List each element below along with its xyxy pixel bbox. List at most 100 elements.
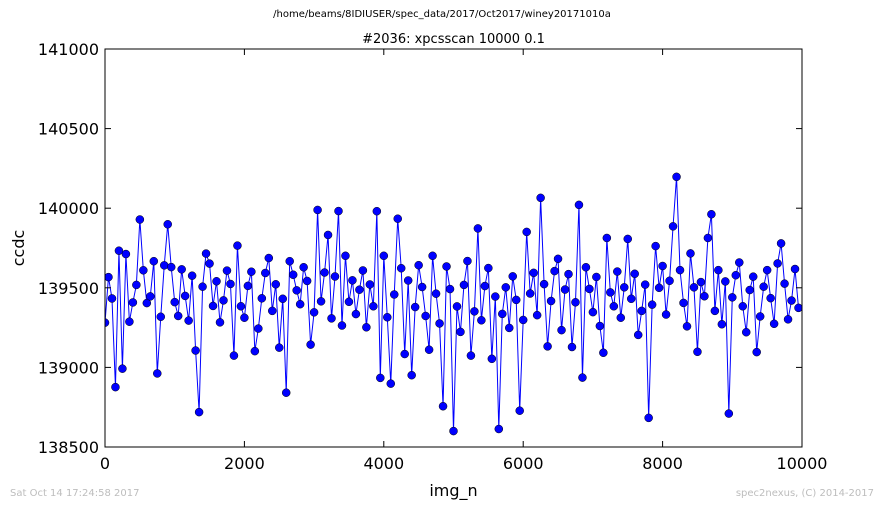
data-point — [313, 205, 322, 215]
data-point — [609, 302, 619, 311]
data-point — [424, 345, 434, 354]
data-point — [302, 276, 312, 286]
data-point — [208, 301, 218, 311]
data-point — [254, 324, 263, 333]
data-point — [463, 256, 472, 266]
data-point — [525, 289, 535, 298]
data-point — [686, 249, 695, 258]
data-point — [762, 265, 772, 275]
data-point — [358, 266, 368, 275]
data-point — [550, 266, 559, 276]
data-point — [491, 292, 500, 301]
data-point — [501, 283, 511, 292]
data-point — [557, 325, 566, 335]
axes: 0 2000 4000 6000 8000 10000 138500 139000 139500… — [38, 40, 828, 473]
data-point — [327, 314, 336, 323]
data-point — [508, 272, 517, 281]
data-point — [400, 349, 409, 359]
data-point — [735, 258, 744, 267]
y-axis-label: ccdc — [9, 230, 28, 267]
data-point — [121, 249, 131, 259]
data-point — [769, 319, 779, 329]
data-point — [278, 294, 287, 304]
data-point — [222, 266, 232, 275]
data-point — [386, 379, 396, 388]
data-point — [759, 282, 768, 291]
data-point — [511, 295, 521, 305]
data-point — [264, 253, 274, 263]
data-point — [348, 276, 357, 285]
data-point — [633, 330, 643, 340]
data-point — [205, 259, 214, 268]
data-point — [421, 311, 430, 321]
data-point — [334, 206, 343, 216]
data-point — [295, 299, 305, 309]
data-point — [661, 310, 671, 319]
data-point — [602, 233, 612, 243]
data-point — [226, 279, 235, 289]
data-point — [773, 259, 782, 268]
data-point — [198, 282, 207, 291]
data-point — [146, 292, 155, 301]
data-point — [243, 281, 253, 291]
data-point — [107, 294, 117, 303]
data-point — [257, 294, 267, 303]
data-point — [323, 230, 333, 240]
data-point — [261, 268, 270, 278]
data-point — [219, 296, 228, 305]
data-point — [275, 343, 284, 352]
data-point — [285, 256, 294, 266]
data-point — [341, 251, 350, 261]
data-point — [233, 241, 242, 250]
data-point — [166, 262, 176, 272]
data-point — [672, 172, 681, 182]
x-tick-label: 10000 — [777, 454, 828, 473]
data-point — [187, 271, 197, 280]
data-point — [752, 347, 761, 357]
data-point — [362, 323, 371, 332]
data-point — [355, 285, 364, 294]
data-point — [431, 289, 441, 298]
data-point — [682, 322, 692, 331]
data-point — [741, 327, 751, 337]
data-point — [529, 268, 538, 278]
data-point — [623, 234, 632, 244]
data-point — [745, 285, 754, 295]
data-point — [606, 288, 615, 297]
data-point — [142, 298, 152, 308]
data-point — [128, 298, 138, 307]
data-point — [595, 321, 605, 331]
data-point — [163, 220, 172, 229]
data-point — [574, 200, 584, 210]
data-point — [111, 382, 120, 392]
data-point — [668, 222, 678, 231]
data-point — [487, 354, 497, 364]
data-point — [532, 310, 542, 320]
data-point — [466, 351, 476, 360]
data-point — [665, 276, 674, 286]
data-point — [442, 262, 451, 271]
data-point — [640, 280, 650, 289]
x-tick-label: 8000 — [642, 454, 683, 473]
data-point — [292, 286, 301, 295]
data-point — [393, 214, 402, 223]
footer-timestamp: Sat Oct 14 17:24:58 2017 — [10, 488, 140, 499]
data-point — [654, 283, 664, 293]
data-point — [696, 277, 706, 287]
data-point — [578, 373, 587, 382]
data-point — [184, 316, 193, 325]
data-point — [306, 340, 315, 349]
data-point — [553, 254, 563, 264]
data-point — [755, 312, 765, 321]
data-point — [703, 233, 713, 243]
data-point — [180, 291, 190, 301]
data-point — [658, 261, 667, 271]
data-point — [505, 323, 514, 333]
data-point — [135, 215, 145, 224]
data-point — [717, 320, 727, 329]
data-point — [679, 298, 688, 308]
data-point — [229, 351, 239, 360]
data-point — [390, 290, 399, 299]
y-tick-label: 139500 — [38, 279, 99, 298]
data-point — [473, 224, 483, 233]
